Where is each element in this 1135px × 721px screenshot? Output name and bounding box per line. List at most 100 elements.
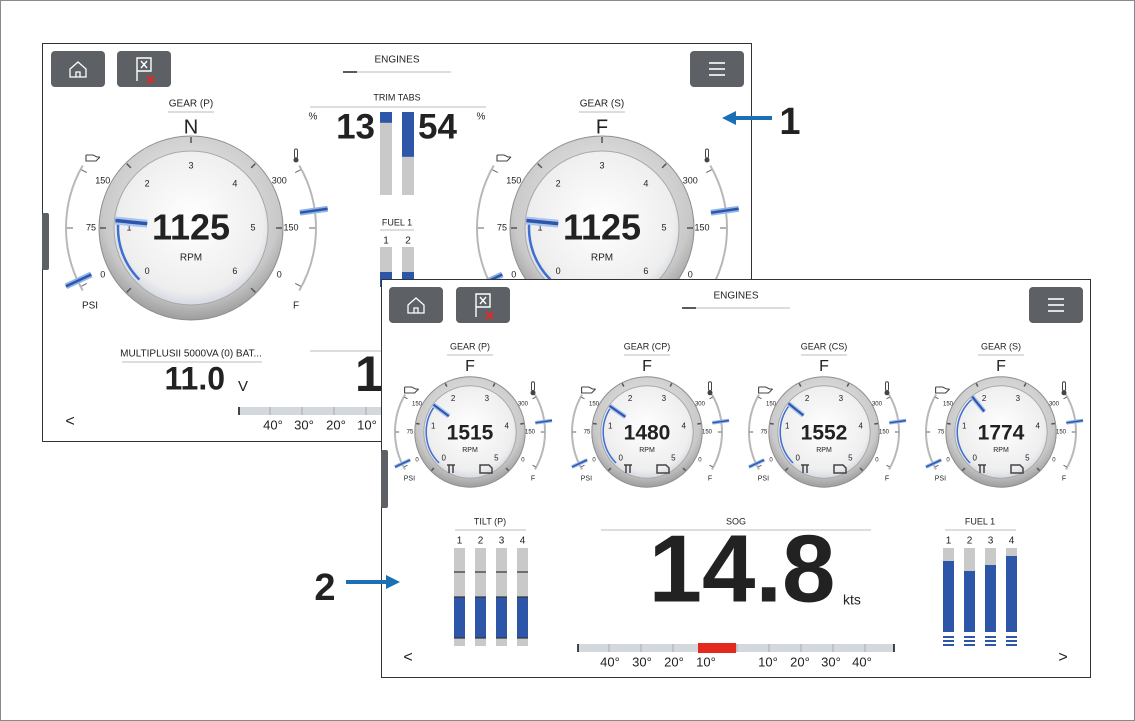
temp-tick-label: 300 [1049,401,1060,407]
rpm-tick-label: 4 [1036,421,1041,430]
trim-title: TRIM TABS [373,92,420,102]
home-button[interactable] [51,51,105,87]
rpm-tick [505,467,510,472]
rpm-tick-label: 5 [848,453,853,462]
fuel-reserve [964,636,975,638]
nav-prev[interactable]: < [403,649,412,666]
fuel-reserve [985,644,996,646]
rpm-value: 1480 [624,422,671,445]
rpm-tick [492,383,496,387]
menu-button[interactable] [690,51,744,87]
temp-indicator [889,419,907,424]
tilt-bar [496,597,507,638]
button-bg [117,51,171,87]
temp-tick [886,396,890,400]
rpm-tick-label: 2 [982,394,987,403]
pressure-tick-label: 75 [761,430,768,436]
temp-indicator [710,207,739,214]
flag-icon [475,293,491,317]
temp-unit: F [531,476,535,483]
pressure-tick [404,396,408,400]
oil-icon [935,386,950,394]
oil-icon [85,154,101,162]
trim-value: 13 [336,107,375,146]
temp-tick [886,464,890,468]
temp-tick-label: 150 [525,430,536,436]
fuel-reserve [1006,640,1017,642]
side-handle[interactable] [42,213,49,270]
temp-unit: F [708,476,712,483]
rpm-tick [415,422,420,425]
gear-label: GEAR (P) [450,341,490,351]
rpm-value: 1125 [152,207,230,248]
tilt-bar [454,597,465,638]
pressure-tick-label: 150 [412,401,423,407]
side-handle[interactable] [381,450,388,508]
trim-unit: % [309,112,318,123]
rpm-unit: RPM [993,447,1009,454]
rpm-tick [621,383,625,387]
gear-value: F [819,358,829,375]
nav-prev[interactable]: < [65,413,74,430]
temp-indicator [1066,419,1084,424]
temp-tick-label: 150 [702,430,713,436]
rudder-label: 20° [790,654,810,669]
rpm-unit: RPM [639,447,655,454]
battery-value: 11.0 [164,360,225,396]
sog-unit: kts [843,592,861,608]
temp-arc [888,394,900,470]
pressure-tick-label: 0 [946,458,950,464]
rpm-tick-label: 4 [859,421,864,430]
temp-tick-label: 150 [879,430,890,436]
rpm-tick [661,163,667,169]
rpm-unit: RPM [462,447,478,454]
pressure-tick [758,464,762,468]
home-button[interactable] [389,287,443,323]
temp-tick-label: 150 [1056,430,1067,436]
rpm-tick [846,383,850,387]
service-icon [624,464,632,473]
temp-unit: F [1062,476,1066,483]
pressure-tick [935,396,939,400]
pressure-tick [81,282,88,287]
rpm-tick [784,467,789,472]
trim-value: 54 [418,107,457,146]
rudder-label: 40° [263,417,283,432]
flag-button[interactable] [117,51,171,87]
gear-value: F [465,358,475,375]
pressure-unit: PSI [935,476,946,483]
rpm-tick [592,422,597,425]
rudder-end [893,644,895,652]
temp-indicator [535,419,553,424]
battery-unit: V [238,378,248,395]
gear-label: GEAR (S) [981,341,1021,351]
nav-next[interactable]: > [1058,649,1067,666]
rpm-tick-label: 0 [618,453,623,462]
menu-button[interactable] [1029,287,1083,323]
pressure-unit: PSI [82,301,98,312]
rpm-tick [126,163,132,169]
flag-button[interactable] [456,287,510,323]
rpm-needle [609,405,626,418]
fuel-tank-label: 3 [988,536,994,547]
rpm-tick-label: 0 [795,453,800,462]
temp-tick-label: 150 [283,222,298,232]
rpm-tick [697,422,702,425]
pressure-tick-label: 150 [589,401,600,407]
pressure-tick-label: 0 [100,269,105,279]
rpm-tick [537,163,543,169]
rpm-tick [607,467,612,472]
temp-tick [532,396,536,400]
fuel-bar [985,565,996,632]
fuel-tank-label: 2 [967,536,973,547]
gauge-face [954,385,1048,479]
tilt-leg-label: 2 [478,536,484,547]
tilt-bar [517,597,528,638]
fuel-bar [943,561,954,632]
temp-tick [705,169,712,174]
fuel-tank-label: 1 [946,536,952,547]
rpm-tick-label: 1 [785,421,790,430]
rpm-tick [669,383,673,387]
pressure-tick [404,464,408,468]
